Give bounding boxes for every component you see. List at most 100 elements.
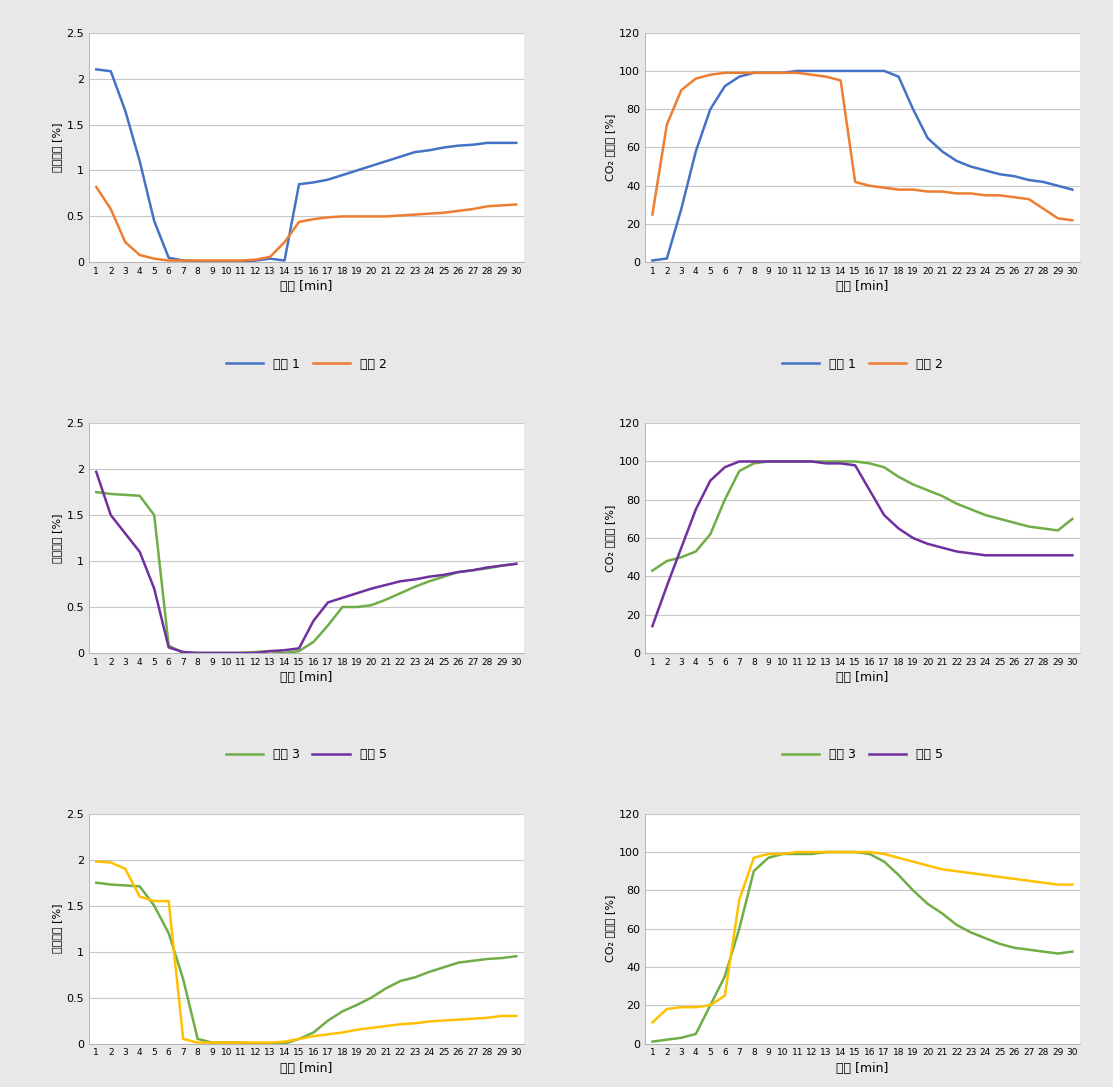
- 실험 3: [495, 951, 509, 964]
- 실험 1: [906, 102, 919, 115]
- Line: 실험 2: 실험 2: [652, 73, 1072, 221]
- 실험 2: [351, 210, 364, 223]
- 실험 3: [718, 970, 731, 983]
- 실험 3: [466, 564, 480, 577]
- 실험 3: [819, 455, 833, 468]
- 실험 2: [877, 182, 890, 195]
- 실험 1: [293, 178, 306, 191]
- 실험 3: [761, 455, 775, 468]
- 실험 4: [964, 866, 977, 879]
- Y-axis label: CO₂ 제거율 [%]: CO₂ 제거율 [%]: [605, 895, 615, 962]
- 실험 3: [191, 647, 205, 660]
- 실험 4: [105, 855, 118, 869]
- 실험 1: [206, 255, 219, 268]
- 실험 1: [351, 164, 364, 177]
- 실험 2: [206, 254, 219, 267]
- 실험 1: [848, 64, 861, 77]
- 실험 3: [718, 493, 731, 507]
- Line: 실험 3: 실험 3: [652, 852, 1072, 1041]
- 실험 3: [119, 879, 132, 892]
- 실험 1: [1065, 183, 1078, 196]
- 실험 3: [206, 647, 219, 660]
- 실험 2: [747, 66, 760, 79]
- 실험 3: [747, 457, 760, 470]
- 실험 2: [293, 215, 306, 228]
- 실험 3: [703, 999, 717, 1012]
- 실험 3: [322, 1014, 335, 1027]
- 실험 3: [863, 848, 876, 861]
- 실험 3: [481, 562, 494, 575]
- 실험 5: [365, 582, 378, 595]
- 실험 3: [365, 599, 378, 612]
- 실험 3: [495, 559, 509, 572]
- 실험 3: [964, 503, 977, 516]
- 실험 3: [1022, 520, 1035, 533]
- 실험 4: [365, 1022, 378, 1035]
- 실험 2: [162, 254, 176, 267]
- 실험 4: [220, 1036, 234, 1049]
- 실험 5: [466, 564, 480, 577]
- 실험 4: [993, 871, 1006, 884]
- 실험 3: [978, 932, 992, 945]
- 실험 5: [408, 573, 422, 586]
- 실험 4: [892, 851, 905, 864]
- 실험 3: [437, 961, 451, 974]
- 실험 4: [206, 1036, 219, 1049]
- 실험 2: [322, 211, 335, 224]
- 실험 4: [119, 862, 132, 875]
- 실험 5: [674, 541, 688, 554]
- 실험 1: [235, 255, 248, 268]
- 실험 5: [646, 620, 659, 633]
- 실험 3: [805, 455, 818, 468]
- 실험 1: [307, 176, 321, 189]
- 실험 5: [877, 509, 890, 522]
- 실험 4: [1022, 874, 1035, 887]
- X-axis label: 시간 [min]: 시간 [min]: [836, 671, 888, 684]
- 실험 1: [949, 154, 963, 167]
- X-axis label: 시간 [min]: 시간 [min]: [280, 280, 333, 293]
- 실험 2: [177, 254, 190, 267]
- 실험 1: [336, 168, 349, 182]
- 실험 2: [336, 210, 349, 223]
- 실험 2: [148, 252, 161, 265]
- 실험 3: [689, 1027, 702, 1040]
- 실험 2: [1022, 192, 1035, 205]
- 실험 3: [452, 957, 465, 970]
- 실험 4: [394, 1017, 407, 1030]
- 실험 2: [249, 253, 263, 266]
- 실험 3: [235, 647, 248, 660]
- 실험 3: [892, 471, 905, 484]
- 실험 5: [732, 455, 746, 468]
- 실험 1: [437, 141, 451, 154]
- 실험 1: [177, 254, 190, 267]
- X-axis label: 시간 [min]: 시간 [min]: [280, 671, 333, 684]
- 실험 4: [805, 846, 818, 859]
- 실험 3: [293, 645, 306, 658]
- 실험 5: [935, 541, 948, 554]
- 실험 2: [510, 198, 523, 211]
- 실험 1: [105, 65, 118, 78]
- 실험 5: [863, 484, 876, 497]
- 실험 2: [674, 84, 688, 97]
- 실험 3: [877, 461, 890, 474]
- 실험 4: [408, 1016, 422, 1029]
- 실험 2: [935, 185, 948, 198]
- 실험 4: [776, 848, 789, 861]
- 실험 2: [437, 207, 451, 220]
- 실험 1: [423, 143, 436, 157]
- 실험 5: [718, 461, 731, 474]
- 실험 3: [1007, 941, 1021, 954]
- 실험 3: [336, 1004, 349, 1017]
- 실험 4: [834, 846, 847, 859]
- 실험 4: [264, 1036, 277, 1049]
- 실험 5: [660, 579, 673, 592]
- 실험 5: [322, 596, 335, 609]
- 실험 1: [920, 132, 934, 145]
- 실험 1: [732, 71, 746, 84]
- 실험 3: [949, 919, 963, 932]
- 실험 3: [906, 884, 919, 897]
- 실험 1: [191, 255, 205, 268]
- 실험 3: [307, 1026, 321, 1039]
- 실험 5: [191, 647, 205, 660]
- 실험 2: [790, 66, 804, 79]
